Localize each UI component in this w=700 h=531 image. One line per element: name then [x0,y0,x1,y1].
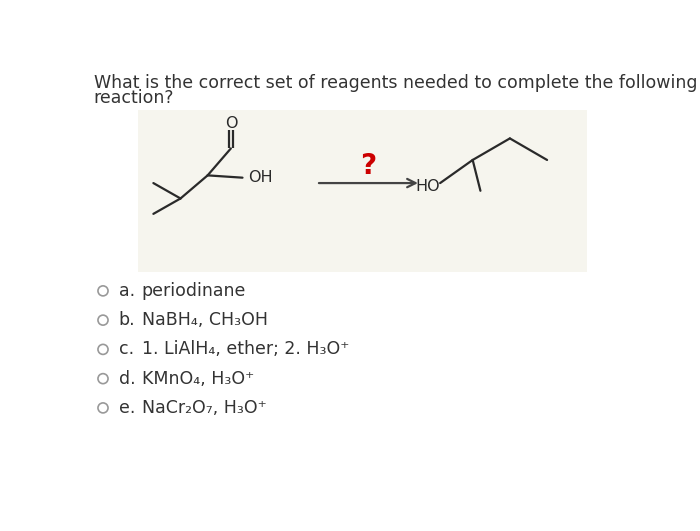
Text: reaction?: reaction? [94,89,174,107]
Text: d.: d. [118,370,135,388]
Text: ?: ? [360,152,377,180]
Text: What is the correct set of reagents needed to complete the following: What is the correct set of reagents need… [94,74,697,92]
Text: NaCr₂O₇, H₃O⁺: NaCr₂O₇, H₃O⁺ [141,399,267,417]
Text: periodinane: periodinane [141,282,246,300]
Text: e.: e. [118,399,135,417]
Text: c.: c. [118,340,134,358]
Text: b.: b. [118,311,135,329]
Text: HO: HO [416,179,440,194]
Text: NaBH₄, CH₃OH: NaBH₄, CH₃OH [141,311,267,329]
Text: O: O [225,116,237,131]
FancyBboxPatch shape [138,110,587,272]
Text: KMnO₄, H₃O⁺: KMnO₄, H₃O⁺ [141,370,254,388]
Text: 1. LiAlH₄, ether; 2. H₃O⁺: 1. LiAlH₄, ether; 2. H₃O⁺ [141,340,349,358]
Text: a.: a. [118,282,134,300]
Text: OH: OH [248,170,272,185]
